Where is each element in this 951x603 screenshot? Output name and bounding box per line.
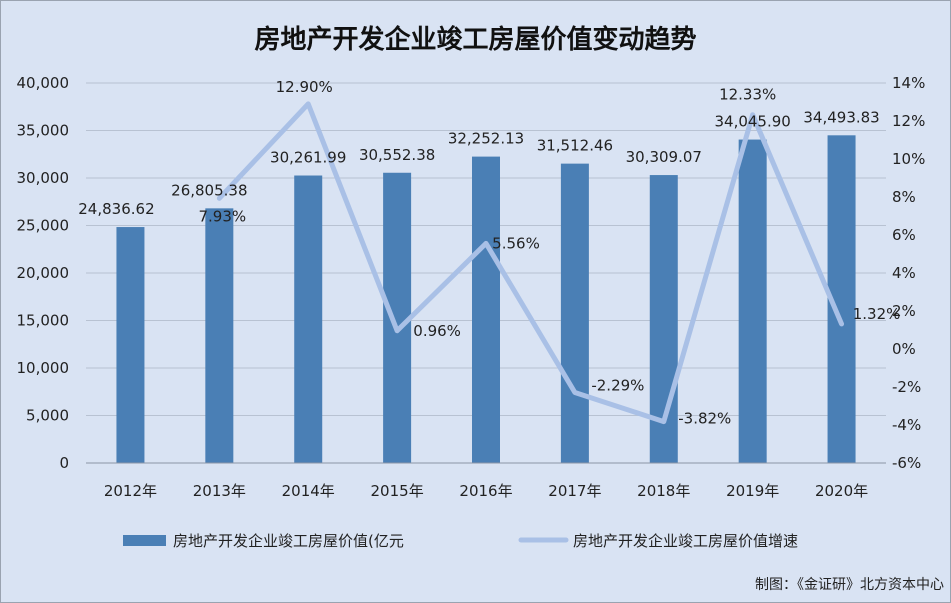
x-tick-label: 2020年 [815,482,868,500]
y-right-tick-label: 0% [892,340,916,358]
y-left-tick-label: 15,000 [17,312,70,330]
line-layer [216,101,845,425]
x-tick-label: 2017年 [548,482,601,500]
legend: 房地产开发企业竣工房屋价值(亿元 房地产开发企业竣工房屋价值增速 [123,532,798,550]
x-tick-label: 2019年 [726,482,779,500]
growth-data-label: 1.32% [853,305,901,323]
y-right-tick-label: 6% [892,226,916,244]
y-left-tick-label: 40,000 [17,74,70,92]
bar [560,163,589,463]
y-right-tick-label: -6% [892,454,921,472]
x-tick-label: 2013年 [193,482,246,500]
y-left-tick-label: 20,000 [17,264,70,282]
bar-data-label: 31,512.46 [537,137,613,155]
x-tick-label: 2012年 [104,482,157,500]
axis-layer: 0 5,000 10,000 15,000 20,000 25,000 30,000 35,0… [17,74,926,500]
bar-data-label: 24,836.62 [78,200,154,218]
bar-data-label: 26,805.38 [171,181,247,199]
bar-data-label: 34,045.90 [714,113,790,131]
growth-data-label: -2.29% [591,377,644,395]
growth-data-label: 12.33% [719,86,776,104]
bar [472,156,500,463]
bar-data-label: 34,493.83 [803,108,879,126]
source-note: 制图：《金证研》北方资本中心 [755,577,944,593]
y-right-tick-label: 12% [892,112,925,130]
y-right-tick-label: 2% [892,302,916,320]
y-right-tick-label: -4% [892,416,921,434]
y-right-tick-label: 4% [892,264,916,282]
y-left-tick-label: 5,000 [26,407,69,425]
y-left-tick-label: 35,000 [17,122,70,140]
x-tick-label: 2018年 [637,482,690,500]
y-left-tick-label: 10,000 [17,359,70,377]
growth-data-label: -3.82% [678,410,731,428]
bar [738,139,767,463]
bar [383,172,412,464]
label-layer: 24,836.62 26,805.38 30,261.99 30,552.38 32,2… [78,78,900,428]
bar [294,175,323,463]
legend-bar-label: 房地产开发企业竣工房屋价值(亿元 [173,532,404,550]
x-tick-label: 2015年 [371,482,424,500]
y-right-tick-label: -2% [892,378,921,396]
growth-data-label: 5.56% [492,234,540,252]
legend-bar-swatch [123,535,166,546]
y-right-tick-label: 8% [892,188,916,206]
growth-line [216,101,845,425]
bar-data-label: 30,261.99 [270,149,346,167]
legend-line-label: 房地产开发企业竣工房屋价值增速 [573,532,798,550]
bar-data-label: 30,309.07 [626,148,702,166]
x-tick-label: 2016年 [459,482,512,500]
growth-data-label: 12.90% [276,78,333,96]
bar [205,208,234,463]
y-left-tick-label: 0 [59,454,69,472]
growth-data-label: 7.93% [199,207,247,225]
growth-data-label: 0.96% [413,322,461,340]
y-left-tick-label: 25,000 [17,217,70,235]
bar-data-label: 32,252.13 [448,130,524,148]
chart-title: 房地产开发企业竣工房屋价值变动趋势 [254,25,697,55]
y-right-tick-label: 14% [892,74,925,92]
bar-layer [116,135,856,464]
y-left-tick-label: 30,000 [17,169,70,187]
x-tick-label: 2014年 [282,482,335,500]
bar-data-label: 30,552.38 [359,146,435,164]
y-right-tick-label: 10% [892,150,925,168]
bar [116,227,145,463]
